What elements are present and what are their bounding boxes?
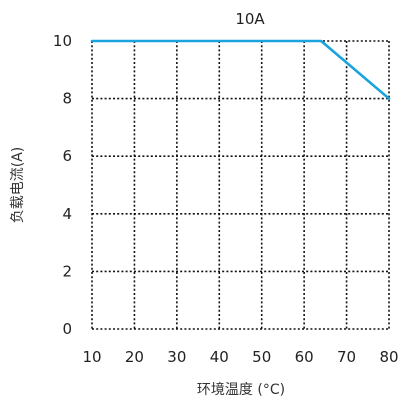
x-axis-label: 环境温度 (°C) — [197, 382, 285, 398]
x-tick-label-2: 30 — [167, 348, 186, 366]
x-tick-labels: 10 20 30 40 50 60 70 80 — [82, 348, 398, 366]
x-tick-label-5: 60 — [295, 348, 314, 366]
series-group — [90, 39, 391, 100]
x-tick-label-0: 10 — [82, 348, 101, 366]
x-tick-label-4: 50 — [252, 348, 271, 366]
x-tick-label-7: 80 — [379, 348, 398, 366]
y-tick-label-5: 10 — [53, 32, 72, 50]
y-tick-label-4: 8 — [62, 90, 72, 108]
chart-title: 10A — [235, 10, 265, 28]
y-tick-label-1: 2 — [62, 262, 72, 280]
y-tick-label-0: 0 — [62, 320, 72, 338]
y-tick-labels: 0 2 4 6 8 10 — [53, 32, 72, 338]
x-tick-label-3: 40 — [210, 348, 229, 366]
x-tick-label-6: 70 — [337, 348, 356, 366]
chart-grid — [91, 40, 390, 330]
y-tick-label-2: 4 — [62, 205, 72, 223]
y-axis-label: 负载电流(A) — [10, 147, 26, 224]
series-line-0 — [90, 39, 391, 100]
y-tick-label-3: 6 — [62, 147, 72, 165]
x-tick-label-1: 20 — [125, 348, 144, 366]
